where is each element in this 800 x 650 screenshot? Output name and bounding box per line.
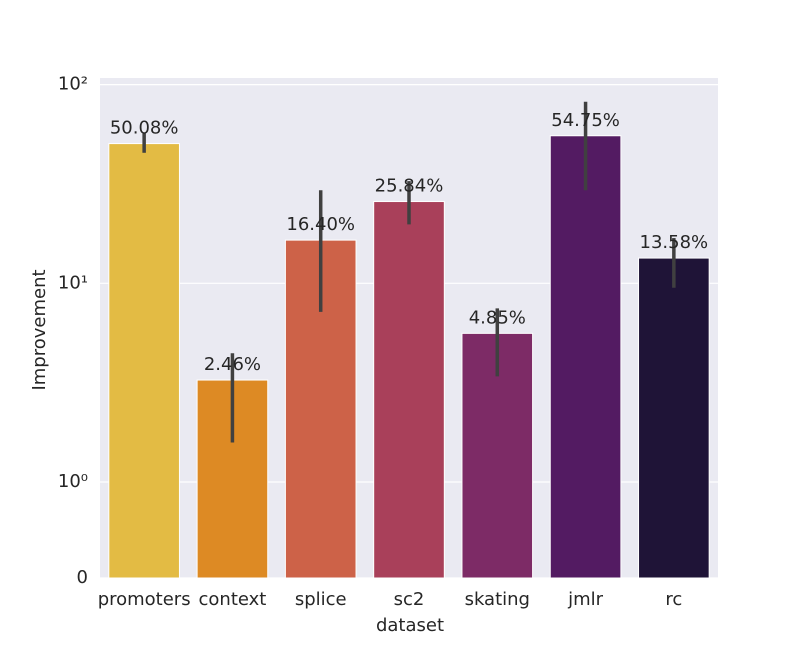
x-tick-label: rc <box>665 589 682 610</box>
bar-label: 16.40% <box>286 214 355 235</box>
y-tick-label: 0 <box>77 567 88 588</box>
x-tick-label: jmlr <box>567 589 604 610</box>
bar-label: 13.58% <box>640 232 709 253</box>
bar-label: 4.85% <box>469 307 526 328</box>
x-tick-label: promoters <box>98 589 191 610</box>
bar-label: 25.84% <box>375 176 444 197</box>
bar <box>373 201 445 579</box>
bar <box>549 135 622 579</box>
bar-label: 50.08% <box>110 118 179 139</box>
x-tick-label: skating <box>465 589 530 610</box>
y-tick-label: 10⁰ <box>58 471 88 492</box>
bar-label: 54.75% <box>551 110 620 131</box>
x-tick-label: sc2 <box>394 589 425 610</box>
x-tick-label: context <box>199 589 267 610</box>
x-tick-label: splice <box>295 589 347 610</box>
x-axis-label: dataset <box>376 615 444 636</box>
bar <box>638 257 710 579</box>
bar-label: 2.46% <box>204 354 261 375</box>
y-tick-label: 10¹ <box>58 272 88 293</box>
y-axis-label: Improvement <box>29 269 50 390</box>
bar <box>108 143 180 579</box>
y-tick-label: 10² <box>58 74 88 95</box>
